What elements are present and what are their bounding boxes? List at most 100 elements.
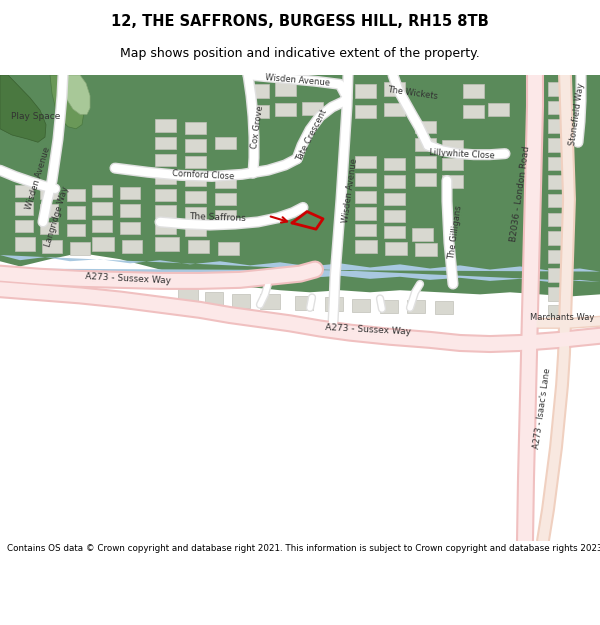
Polygon shape xyxy=(40,204,58,217)
Polygon shape xyxy=(384,82,405,96)
Polygon shape xyxy=(185,224,206,236)
Polygon shape xyxy=(325,298,343,311)
Text: Cox Grove: Cox Grove xyxy=(251,104,265,149)
Polygon shape xyxy=(548,194,570,208)
Polygon shape xyxy=(442,158,463,170)
Polygon shape xyxy=(92,202,112,214)
Text: Wisden Avenue: Wisden Avenue xyxy=(24,146,52,211)
Polygon shape xyxy=(155,189,176,201)
Text: Cornford Close: Cornford Close xyxy=(172,169,235,181)
Polygon shape xyxy=(275,82,296,96)
Polygon shape xyxy=(548,231,570,245)
Polygon shape xyxy=(50,75,84,129)
Text: Marchants Way: Marchants Way xyxy=(530,312,594,322)
Polygon shape xyxy=(384,209,405,222)
Polygon shape xyxy=(15,184,33,197)
Polygon shape xyxy=(15,220,33,232)
Polygon shape xyxy=(463,84,484,98)
Polygon shape xyxy=(548,176,570,189)
Polygon shape xyxy=(215,137,236,149)
Polygon shape xyxy=(185,208,206,220)
Polygon shape xyxy=(185,191,206,203)
Polygon shape xyxy=(260,294,280,309)
Polygon shape xyxy=(412,228,433,241)
Text: A273 - Sussex Way: A273 - Sussex Way xyxy=(325,322,411,336)
Polygon shape xyxy=(42,239,62,253)
Text: The Gilligans: The Gilligans xyxy=(447,204,463,260)
Polygon shape xyxy=(215,209,236,222)
Text: A273 - Sussex Way: A273 - Sussex Way xyxy=(85,272,171,286)
Polygon shape xyxy=(15,202,33,214)
Polygon shape xyxy=(415,138,436,151)
Polygon shape xyxy=(415,242,437,256)
Text: A273 - Isaac's Lane: A273 - Isaac's Lane xyxy=(532,368,552,449)
Polygon shape xyxy=(488,103,509,116)
Polygon shape xyxy=(442,140,463,152)
Text: Langridge Way: Langridge Way xyxy=(44,186,70,248)
Polygon shape xyxy=(415,173,436,186)
Polygon shape xyxy=(205,292,223,306)
Polygon shape xyxy=(548,287,570,301)
Polygon shape xyxy=(92,220,112,232)
Polygon shape xyxy=(384,193,405,206)
Polygon shape xyxy=(548,82,570,96)
Polygon shape xyxy=(120,222,140,234)
Polygon shape xyxy=(463,105,484,119)
Text: Map shows position and indicative extent of the property.: Map shows position and indicative extent… xyxy=(120,48,480,61)
Polygon shape xyxy=(248,84,269,98)
Text: Wisden Avenue: Wisden Avenue xyxy=(265,73,331,88)
Polygon shape xyxy=(185,173,206,186)
Polygon shape xyxy=(67,189,85,201)
Polygon shape xyxy=(188,239,209,253)
Polygon shape xyxy=(380,299,398,313)
Polygon shape xyxy=(548,119,570,133)
Polygon shape xyxy=(302,102,323,116)
Polygon shape xyxy=(155,154,176,166)
Polygon shape xyxy=(120,204,140,217)
Polygon shape xyxy=(178,289,198,302)
Text: Lillywhite Close: Lillywhite Close xyxy=(429,149,495,161)
Polygon shape xyxy=(155,222,176,234)
Polygon shape xyxy=(295,296,313,310)
Polygon shape xyxy=(0,75,46,142)
Polygon shape xyxy=(355,224,376,236)
Polygon shape xyxy=(415,156,436,168)
Polygon shape xyxy=(67,206,85,219)
Text: Stonefield Way: Stonefield Way xyxy=(568,82,586,146)
Polygon shape xyxy=(92,238,114,251)
Polygon shape xyxy=(185,139,206,152)
Polygon shape xyxy=(155,238,179,251)
Polygon shape xyxy=(15,238,35,251)
Polygon shape xyxy=(185,121,206,134)
Polygon shape xyxy=(435,301,453,314)
Polygon shape xyxy=(275,103,296,116)
Text: Wisden Avenue: Wisden Avenue xyxy=(341,158,359,224)
Polygon shape xyxy=(548,101,570,114)
Text: The Saffrons: The Saffrons xyxy=(190,213,247,223)
Polygon shape xyxy=(415,121,436,133)
Polygon shape xyxy=(232,294,250,308)
Text: B2036 - London Road: B2036 - London Road xyxy=(509,146,531,242)
Polygon shape xyxy=(352,299,370,312)
Polygon shape xyxy=(384,158,405,170)
Text: Contains OS data © Crown copyright and database right 2021. This information is : Contains OS data © Crown copyright and d… xyxy=(7,544,600,553)
Polygon shape xyxy=(40,187,58,199)
Polygon shape xyxy=(407,299,425,313)
Polygon shape xyxy=(355,239,377,253)
Polygon shape xyxy=(355,191,376,203)
Polygon shape xyxy=(548,250,570,263)
Polygon shape xyxy=(185,156,206,168)
Polygon shape xyxy=(548,157,570,170)
Polygon shape xyxy=(122,239,142,253)
Polygon shape xyxy=(548,213,570,226)
Polygon shape xyxy=(0,75,600,296)
Polygon shape xyxy=(120,187,140,199)
Text: Tate Crescent: Tate Crescent xyxy=(295,107,329,162)
Polygon shape xyxy=(355,105,376,119)
Polygon shape xyxy=(155,171,176,184)
Polygon shape xyxy=(155,206,176,217)
Polygon shape xyxy=(548,269,570,282)
Polygon shape xyxy=(215,193,236,206)
Polygon shape xyxy=(92,184,112,197)
Polygon shape xyxy=(548,138,570,152)
